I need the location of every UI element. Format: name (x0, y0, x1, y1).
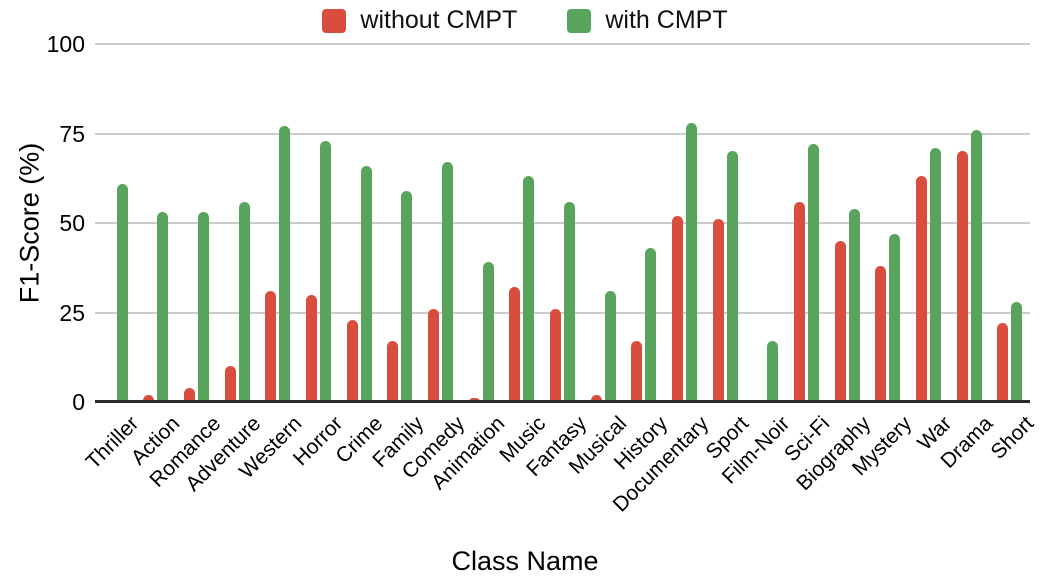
bar-group-sci-fi: Sci-Fi (781, 44, 835, 466)
bar-with-cmpt (564, 201, 576, 402)
bar-group-war: War (908, 44, 957, 455)
legend-item-with-cmpt: with CMPT (567, 6, 728, 35)
bar-without-cmpt (672, 215, 684, 402)
x-axis-title: Class Name (451, 546, 599, 576)
bar-group-sport: Sport (702, 44, 753, 464)
x-axis-line (95, 400, 1030, 403)
bar-with-cmpt (767, 341, 779, 402)
bar-with-cmpt (929, 147, 941, 402)
bar-with-cmpt (279, 126, 291, 402)
bar-group-western: Western (235, 44, 306, 483)
bar-without-cmpt (712, 219, 724, 402)
gridline-50 (95, 222, 1030, 224)
gridline-75 (95, 132, 1030, 135)
bar-group-horror: Horror (289, 44, 347, 470)
legend: without CMPT with CMPT (0, 6, 1050, 35)
bar-with-cmpt (157, 212, 169, 402)
bar-without-cmpt (550, 308, 562, 402)
bar-group-comedy: Comedy (397, 44, 469, 484)
bar-with-cmpt (889, 233, 901, 402)
bar-group-adventure: Adventure (182, 44, 266, 496)
bar-without-cmpt (306, 294, 318, 402)
bar-with-cmpt (645, 248, 657, 402)
bar-group-romance: Romance (145, 44, 225, 492)
bar-without-cmpt (184, 387, 196, 402)
y-tick-label-100: 100 (46, 31, 85, 57)
bar-group-crime: Crime (332, 44, 388, 468)
legend-item-without-cmpt: without CMPT (322, 6, 517, 35)
legend-swatch-without-cmpt (322, 8, 347, 33)
bar-with-cmpt (1011, 301, 1023, 402)
bar-without-cmpt (590, 394, 602, 402)
bar-with-cmpt (523, 176, 535, 402)
bar-group-music: Music (495, 44, 550, 467)
bar-group-family: Family (368, 44, 428, 472)
bar-with-cmpt (686, 122, 698, 402)
bar-with-cmpt (360, 165, 372, 402)
bar-with-cmpt (604, 291, 616, 402)
bar-group-biography: Biography (792, 44, 875, 495)
bar-without-cmpt (915, 176, 927, 402)
bar-without-cmpt (997, 323, 1009, 402)
bar-with-cmpt (970, 129, 982, 402)
bar-with-cmpt (320, 140, 332, 402)
bar-without-cmpt (956, 151, 968, 402)
legend-swatch-with-cmpt (567, 8, 592, 33)
bar-with-cmpt (848, 208, 860, 402)
y-tick-label-0: 0 (72, 389, 85, 415)
bar-without-cmpt (834, 240, 846, 402)
bar-without-cmpt (143, 394, 155, 402)
bar-group-drama: Drama (937, 44, 997, 473)
bar-with-cmpt (116, 183, 128, 402)
bar-group-history: History (610, 44, 672, 474)
bar-group-documentary: Documentary (608, 44, 713, 517)
bar-with-cmpt (401, 190, 413, 402)
bar-with-cmpt (238, 201, 250, 402)
y-tick-label-50: 50 (59, 210, 85, 236)
bar-without-cmpt (265, 291, 277, 402)
bar-group-animation: Animation (427, 44, 509, 494)
bar-group-action: Action (127, 44, 184, 470)
y-tick-label-75: 75 (59, 120, 85, 147)
bar-without-cmpt (509, 287, 521, 402)
bar-without-cmpt (793, 201, 805, 402)
plot-area: Thriller Action Romance Adventure Western Hor… (82, 43, 1038, 517)
bar-without-cmpt (387, 341, 399, 402)
bar-without-cmpt (346, 319, 358, 402)
y-tick-label-25: 25 (59, 299, 85, 326)
bar-with-cmpt (482, 262, 494, 402)
bar-group-musical: Musical (565, 44, 631, 479)
bar-group-fantasy: Fantasy (522, 44, 591, 481)
bar-group-thriller: Thriller (82, 44, 144, 474)
bar-without-cmpt (631, 341, 643, 402)
gridline-100 (95, 43, 1030, 45)
legend-label-without-cmpt: without CMPT (360, 6, 518, 34)
bar-without-cmpt (875, 265, 887, 402)
bar-group-film-noir: Film-Noir (718, 44, 794, 488)
bar-without-cmpt (224, 366, 236, 402)
bar-with-cmpt (726, 151, 738, 402)
bar-with-cmpt (442, 162, 454, 402)
bar-with-cmpt (807, 144, 819, 402)
bar-without-cmpt (428, 308, 440, 402)
bar-group-mystery: Mystery (848, 44, 916, 480)
bar-with-cmpt (198, 212, 210, 402)
gridline-25 (95, 311, 1030, 314)
bar-group-short: Short (986, 44, 1038, 464)
legend-label-with-cmpt: with CMPT (605, 6, 728, 34)
